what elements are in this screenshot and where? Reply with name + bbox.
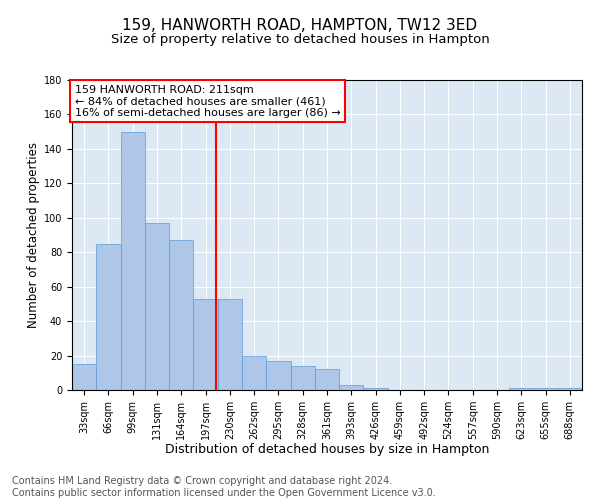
- Bar: [218, 298, 242, 390]
- Y-axis label: Number of detached properties: Number of detached properties: [26, 142, 40, 328]
- Bar: [72, 364, 96, 390]
- Bar: [193, 298, 218, 390]
- Bar: [96, 244, 121, 390]
- Bar: [364, 388, 388, 390]
- Bar: [533, 388, 558, 390]
- Text: 159 HANWORTH ROAD: 211sqm
← 84% of detached houses are smaller (461)
16% of semi: 159 HANWORTH ROAD: 211sqm ← 84% of detac…: [74, 84, 340, 118]
- Bar: [169, 240, 193, 390]
- Bar: [315, 370, 339, 390]
- Bar: [558, 388, 582, 390]
- Bar: [242, 356, 266, 390]
- Text: Size of property relative to detached houses in Hampton: Size of property relative to detached ho…: [110, 32, 490, 46]
- X-axis label: Distribution of detached houses by size in Hampton: Distribution of detached houses by size …: [165, 444, 489, 456]
- Bar: [266, 360, 290, 390]
- Bar: [509, 388, 533, 390]
- Text: Contains HM Land Registry data © Crown copyright and database right 2024.
Contai: Contains HM Land Registry data © Crown c…: [12, 476, 436, 498]
- Bar: [339, 385, 364, 390]
- Bar: [121, 132, 145, 390]
- Bar: [145, 223, 169, 390]
- Bar: [290, 366, 315, 390]
- Text: 159, HANWORTH ROAD, HAMPTON, TW12 3ED: 159, HANWORTH ROAD, HAMPTON, TW12 3ED: [122, 18, 478, 32]
